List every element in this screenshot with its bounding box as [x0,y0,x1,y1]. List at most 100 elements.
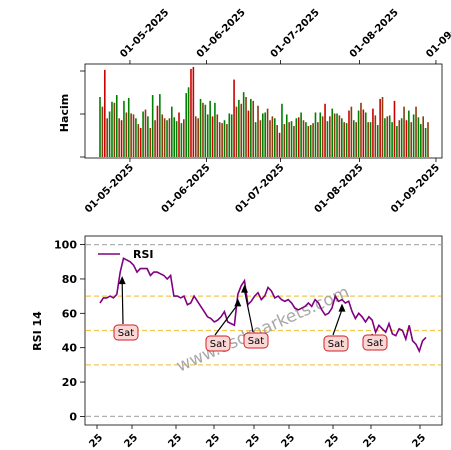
sell-annotation-label: Sat [367,338,383,349]
volume-bar [427,122,429,157]
rsi-series-line [99,257,427,354]
volume-bar [278,132,281,157]
volume-bar [290,121,293,157]
volume-bar [317,122,319,157]
volume-bar [345,123,348,157]
volume-bar [369,122,372,157]
volume-bar [197,118,199,157]
volume-bar [103,69,106,157]
volume-bar [391,122,393,157]
volume-bar [269,120,271,157]
volume-bar [384,118,386,157]
volume-bar [216,114,219,157]
volume-bar [240,103,243,157]
volume-bar [281,103,283,157]
volume-bar [137,124,140,157]
volume-bar [187,87,190,157]
volume-bar [245,97,247,157]
volume-bar [161,114,164,157]
volume-bar [154,120,156,157]
volume-bar [221,123,223,157]
volume-top-tick-label: 01-05-2025 [118,7,171,60]
volume-bar [376,125,379,157]
volume-bar [372,108,374,157]
volume-bar [111,101,113,157]
rsi-ytick-label: 60 [62,307,78,320]
sell-annotation: Sat [323,303,349,352]
legend-rsi-label: RSI [133,248,154,261]
volume-bottom-tick-label: 01-07-2025 [234,162,287,215]
volume-bar [214,102,216,157]
volume-bar [314,112,317,157]
rsi-bottom-tick-label: 25 [244,432,262,450]
volume-bar [209,100,211,157]
volume-bar [125,112,128,157]
volume-bar [168,118,171,157]
volume-bottom-tick-label: 01-06-2025 [160,162,213,215]
rsi-bottom-tick-label: 25 [323,432,341,450]
rsi-ylabel: RSI 14 [31,311,44,351]
volume-bar [106,118,108,157]
volume-top-tick-label: 01-08-2025 [348,7,401,60]
volume-bar [297,117,300,157]
volume-bar [266,108,269,157]
volume-bar [343,122,345,157]
volume-bar [233,79,235,157]
volume-bar [398,120,401,157]
volume-bar [422,116,425,157]
volume-bar [309,125,312,157]
volume-bar [206,114,209,157]
volume-bar [405,120,408,157]
volume-bar [417,117,420,157]
sell-annotation: Sat [241,284,269,349]
volume-bar [242,92,245,157]
volume-bar [264,112,266,157]
sell-annotation: Sat [205,298,242,352]
rsi-ytick-label: 40 [62,342,78,355]
volume-bar [151,95,154,157]
volume-bar [388,115,391,157]
rsi-bottom-tick-label: 25 [122,432,140,450]
volume-top-tick-labels: 01-05-2025 01-06-2025 01-07-2025 01-08-2025… [118,7,451,64]
rsi-sell-annotations: Sat Sat Sat Sat Sat [113,276,388,352]
sell-annotation-label: Sat [328,339,344,350]
volume-bar [424,127,427,157]
volume-bar [271,116,274,157]
volume-bar [420,124,422,157]
volume-bar [238,99,240,157]
volume-bar [367,122,369,157]
sell-annotation: Sat [113,276,139,341]
volume-ylabel: Hacim [58,94,71,132]
volume-bar [247,110,250,157]
volume-bar [183,119,185,157]
volume-bar [178,112,180,157]
rsi-ytick-label: 20 [62,376,78,389]
volume-bar [331,108,334,157]
volume-bar [185,93,187,157]
volume-bar [302,120,305,157]
volume-bar [113,102,116,157]
volume-bar [254,122,257,157]
rsi-bottom-tick-label: 25 [279,432,297,450]
volume-bar [374,115,377,157]
volume-bar [142,111,144,157]
volume-bar [173,117,176,157]
rsi-reference-lines [86,244,441,417]
volume-bar [135,118,137,157]
volume-bar [175,121,178,157]
volume-bar [319,112,322,157]
volume-bar [415,106,417,157]
volume-bar [171,106,173,157]
volume-bar [144,109,147,157]
volume-bar [379,98,381,157]
volume-bar [211,116,214,157]
volume-bar [341,118,343,157]
volume-bar [226,124,228,157]
rsi-bottom-tick-label: 25 [361,432,379,450]
rsi-bottom-tick-label: 25 [166,432,184,450]
volume-bar [147,116,149,157]
volume-bar [326,121,329,157]
sell-annotation-label: Sat [248,336,264,347]
volume-bottom-tick-label: 01-05-2025 [83,162,136,215]
